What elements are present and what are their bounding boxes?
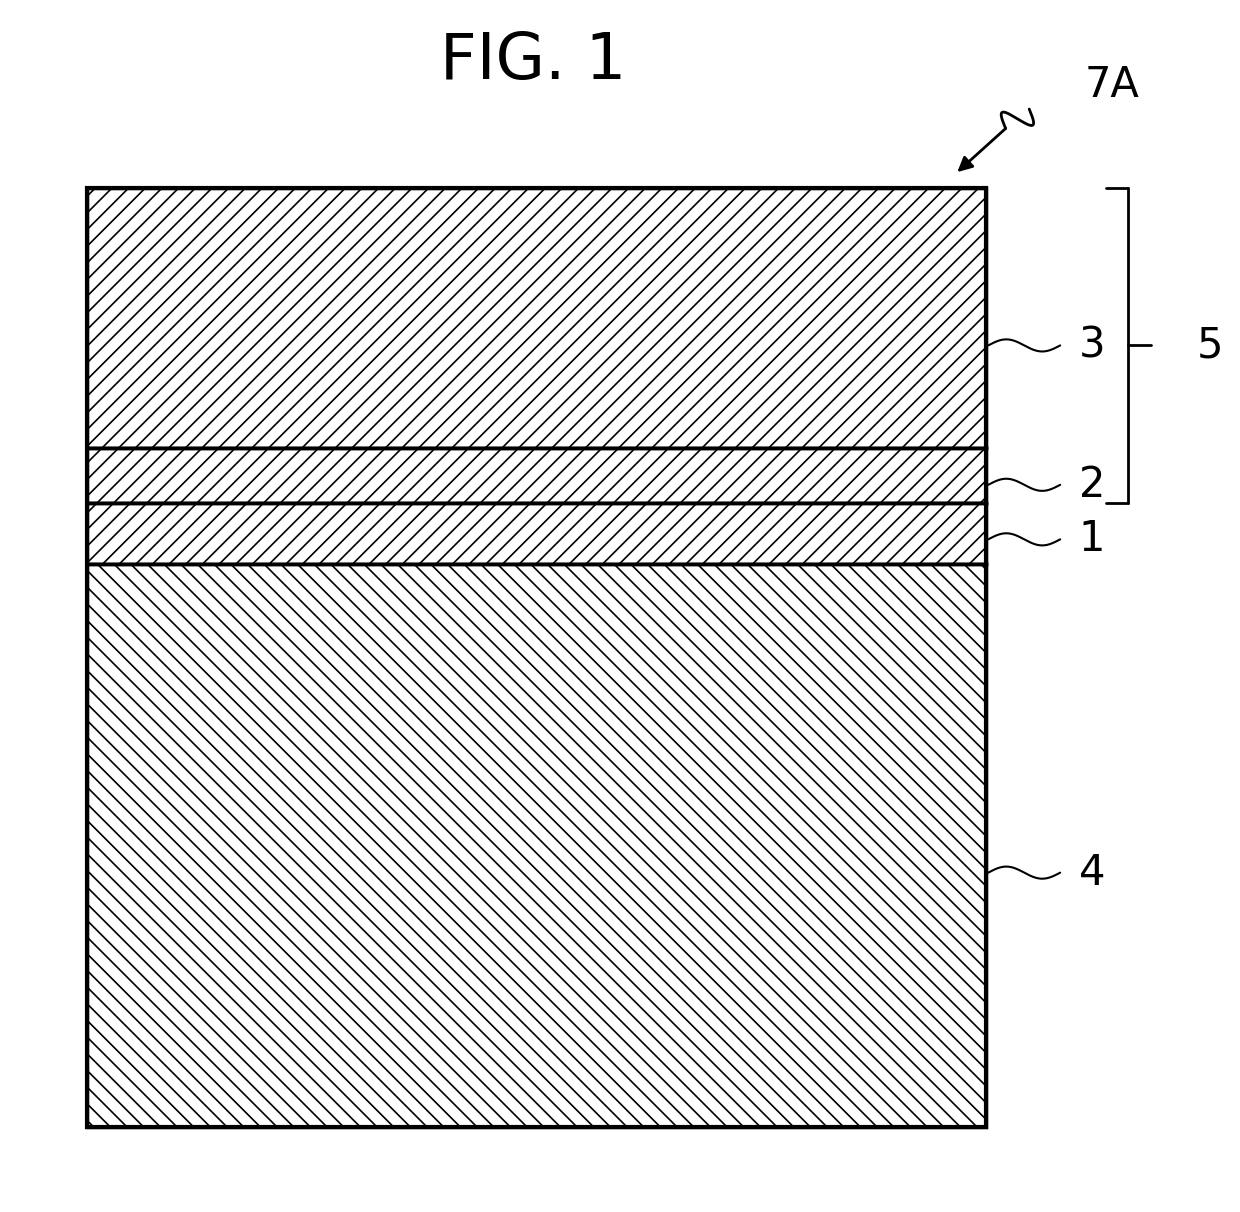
Text: FIG. 1: FIG. 1: [440, 30, 626, 92]
Bar: [87, 564, 986, 1127]
Text: 5: 5: [1197, 325, 1223, 366]
Bar: [87, 188, 986, 1127]
Bar: [87, 503, 986, 564]
Text: 4: 4: [1079, 852, 1105, 893]
Bar: [87, 188, 986, 448]
Text: 2: 2: [1079, 464, 1105, 505]
Text: 7A: 7A: [1085, 64, 1140, 105]
Bar: [87, 448, 986, 503]
Text: 1: 1: [1079, 519, 1105, 560]
Text: 3: 3: [1079, 325, 1105, 366]
